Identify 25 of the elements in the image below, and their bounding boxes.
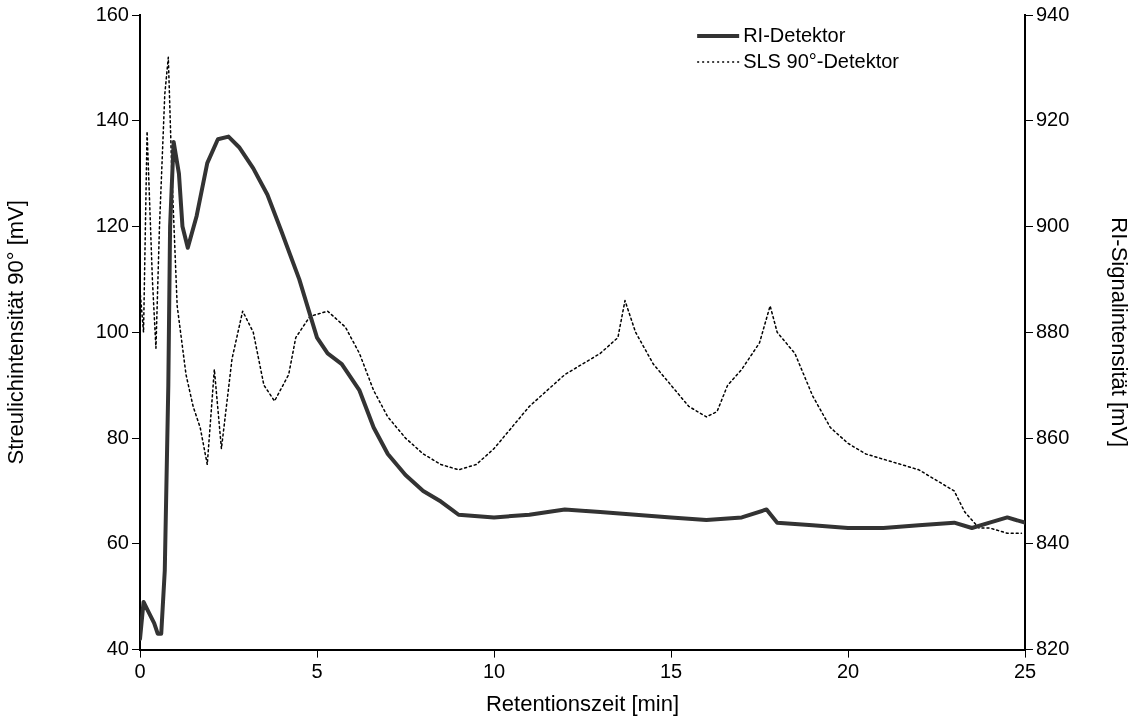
y2-tick-label: 920 [1036, 108, 1070, 131]
y-tick-label: 160 [95, 2, 129, 25]
x-tick-label: 25 [1013, 660, 1037, 683]
x-tick-label: 20 [836, 660, 860, 683]
y2-tick-label: 840 [1036, 531, 1070, 554]
legend-label: RI-Detektor [743, 23, 846, 46]
y-tick-label: 60 [106, 531, 129, 554]
y2-tick-label: 860 [1036, 425, 1070, 448]
y-tick-label: 120 [95, 214, 129, 237]
x-axis-title: Retentionszeit [min] [485, 690, 680, 716]
y-tick-label: 40 [106, 637, 129, 660]
x-tick-label: 5 [311, 660, 323, 683]
y2-tick-label: 940 [1036, 2, 1070, 25]
y2-tick-label: 820 [1036, 637, 1070, 660]
y-tick-label: 80 [106, 425, 129, 448]
y2-tick-label: 900 [1036, 214, 1070, 237]
y2-tick-label: 880 [1036, 319, 1070, 342]
x-tick-label: 15 [659, 660, 683, 683]
y-tick-label: 140 [95, 108, 129, 131]
y2-axis-title: RI-Signalintensität [mV] [1106, 217, 1132, 448]
x-tick-label: 10 [482, 660, 506, 683]
legend-label: SLS 90°-Detektor [743, 49, 900, 72]
y-tick-label: 100 [95, 319, 129, 342]
x-tick-label: 0 [134, 660, 146, 683]
y-axis-title: Streulichintensität 90° [mV] [3, 200, 29, 465]
